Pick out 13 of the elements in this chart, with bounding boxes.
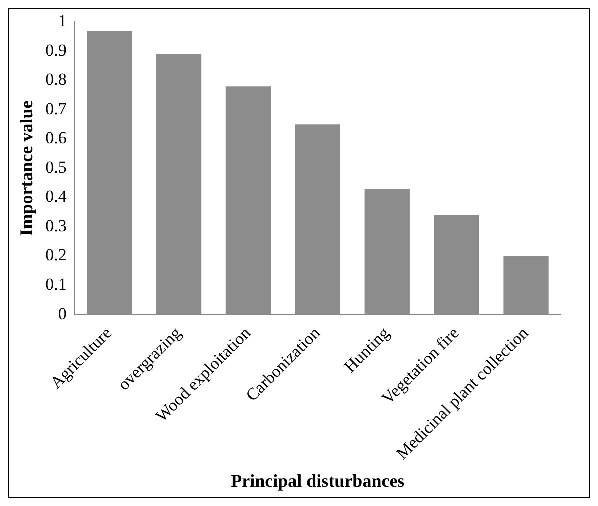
y-tick-label: 0.7 <box>46 99 68 118</box>
y-axis-title: Importance value <box>16 100 36 236</box>
y-tick-label: 0.3 <box>46 216 67 236</box>
y-tick-label: 0.4 <box>46 187 68 206</box>
y-tick-label: 0.2 <box>46 246 67 265</box>
y-tick-label: 0.5 <box>46 158 67 177</box>
y-tick-label: 0.6 <box>46 128 67 148</box>
y-tick-label: 0 <box>58 304 67 324</box>
x-axis-title: Principal disturbances <box>231 470 405 491</box>
y-tick-label: 0.1 <box>46 275 67 294</box>
y-tick-label: 0.9 <box>46 40 67 60</box>
y-tick-label: 1 <box>58 12 67 31</box>
y-tick-label: 0.8 <box>46 70 67 90</box>
